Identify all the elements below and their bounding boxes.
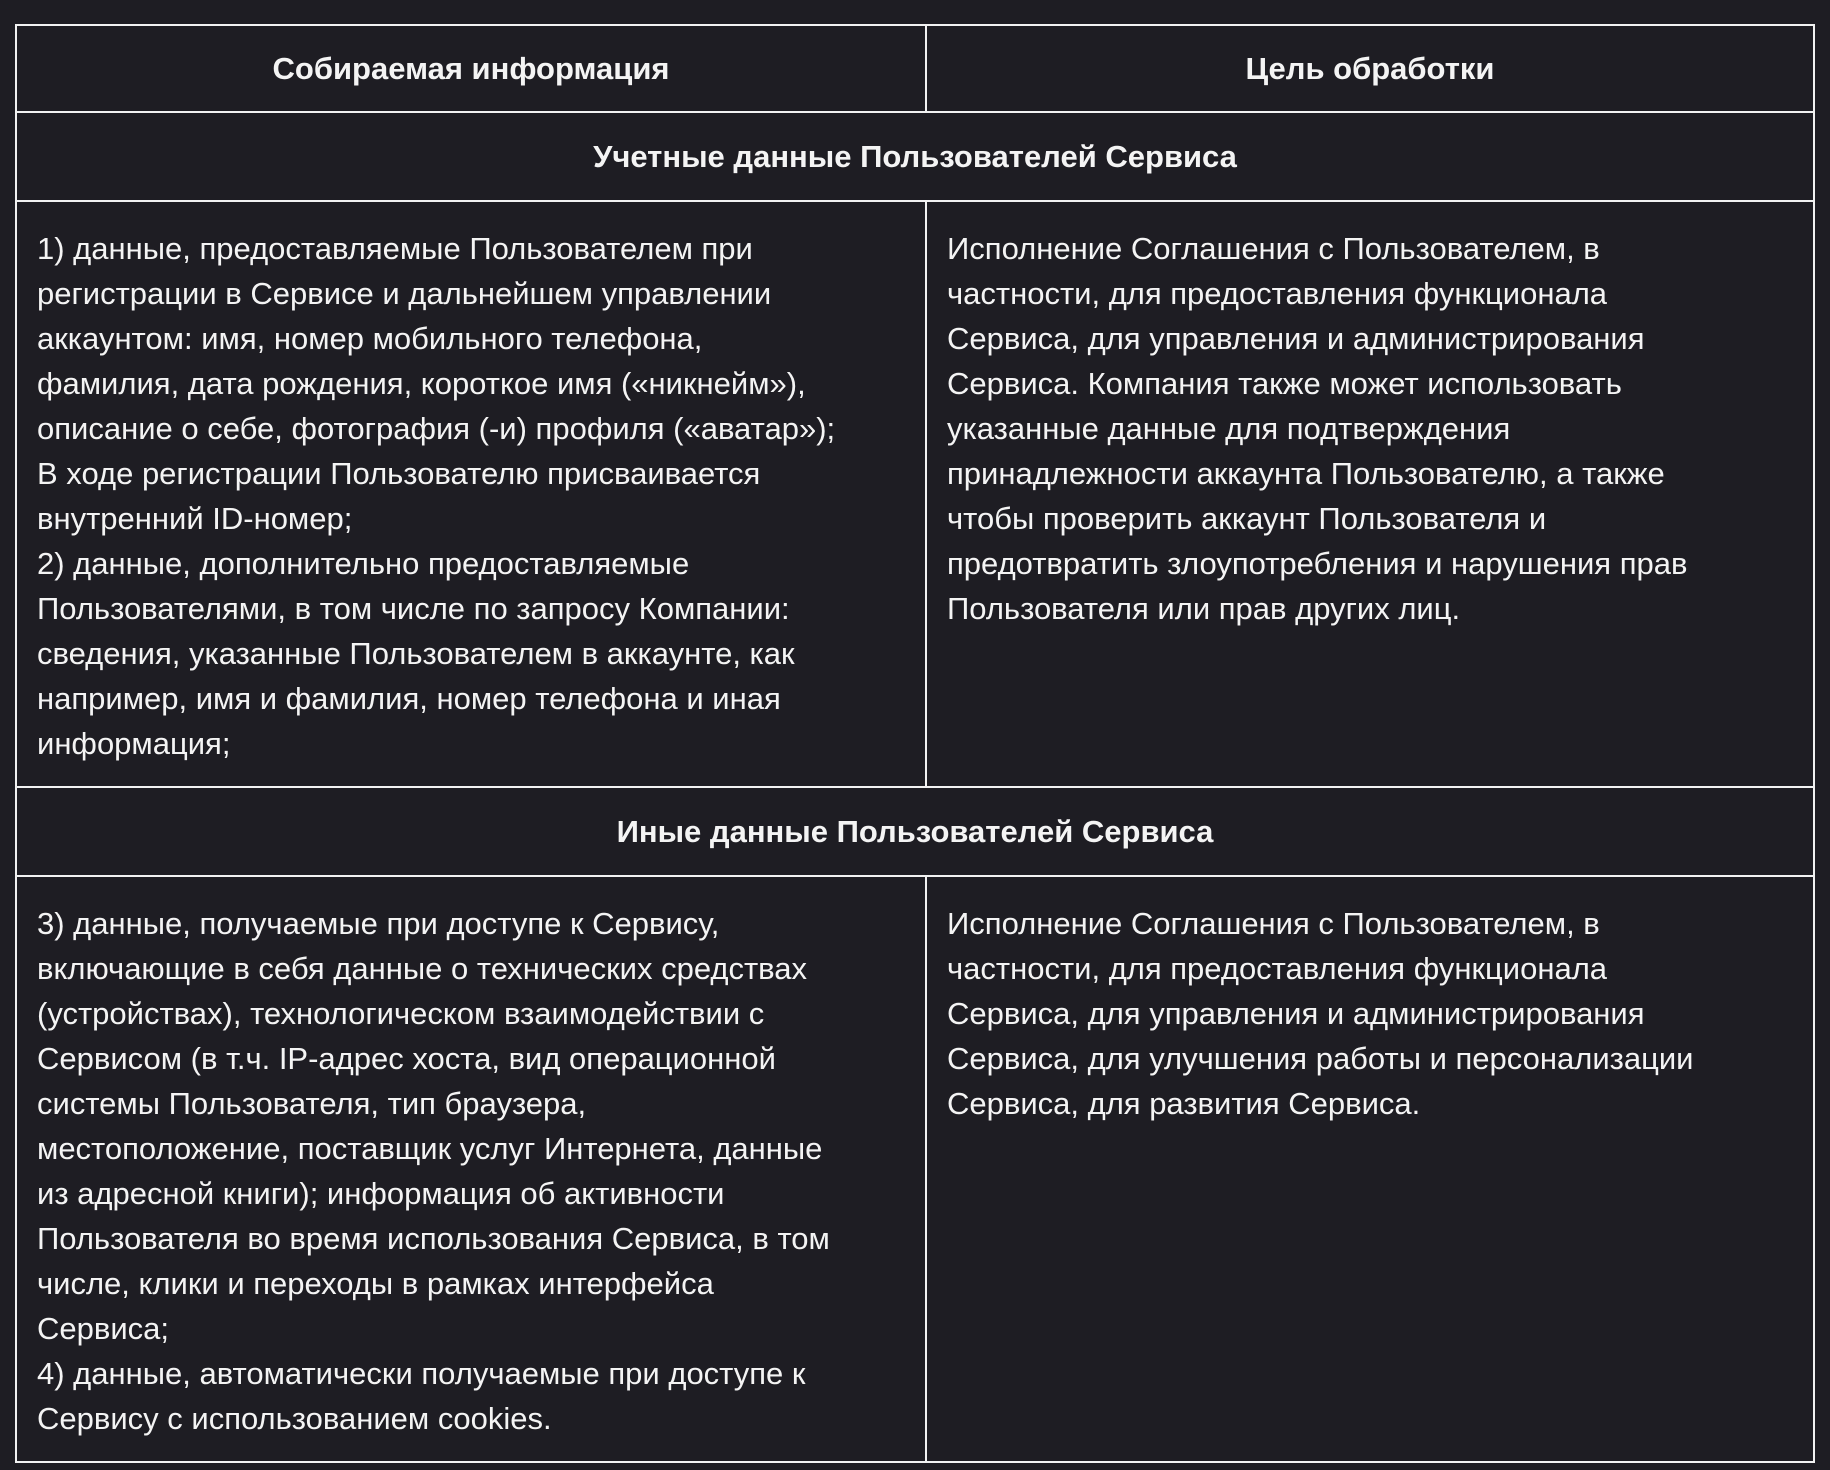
section-title: Учетные данные Пользователей Сервиса	[15, 111, 1815, 202]
text-line: Исполнение Соглашения с Пользователем, в	[947, 231, 1600, 266]
text-line: Исполнение Соглашения с Пользователем, в	[947, 906, 1600, 941]
text-line: чтобы проверить аккаунт Пользователя и	[947, 501, 1547, 536]
text-line: 4) данные, автоматически получаемые при …	[37, 1356, 806, 1391]
text-line: числе, клики и переходы в рамках интерфе…	[37, 1266, 714, 1301]
text-line: 2) данные, дополнительно предоставляемые	[37, 546, 690, 581]
text-line: Сервису с использованием cookies.	[37, 1401, 552, 1436]
text-line: например, имя и фамилия, номер телефона …	[37, 681, 781, 716]
text-line: местоположение, поставщик услуг Интернет…	[37, 1131, 823, 1166]
table-row: 1) данные, предоставляемые Пользователем…	[15, 200, 1815, 788]
collected-info-cell: 1) данные, предоставляемые Пользователем…	[15, 200, 927, 788]
text-line: Сервиса, для улучшения работы и персонал…	[947, 1041, 1694, 1076]
collected-info-cell: 3) данные, получаемые при доступе к Серв…	[15, 875, 927, 1463]
text-line: Сервиса, для развития Сервиса.	[947, 1086, 1421, 1121]
text-line: включающие в себя данные о технических с…	[37, 951, 808, 986]
text-line: информация;	[37, 726, 231, 761]
text-line: сведения, указанные Пользователем в акка…	[37, 636, 795, 671]
header-row: Собираемая информация Цель обработки	[15, 24, 1815, 113]
text-line: 1) данные, предоставляемые Пользователем…	[37, 231, 753, 266]
text-line: аккаунтом: имя, номер мобильного телефон…	[37, 321, 703, 356]
text-line: Пользователя или прав других лиц.	[947, 591, 1461, 626]
text-line: частности, для предоставления функционал…	[947, 276, 1608, 311]
text-line: (устройствах), технологическом взаимодей…	[37, 996, 765, 1031]
text-line: Сервиса;	[37, 1311, 170, 1346]
text-line: принадлежности аккаунта Пользователю, а …	[947, 456, 1665, 491]
text-line: Пользователя во время использования Серв…	[37, 1221, 830, 1256]
text-line: системы Пользователя, тип браузера,	[37, 1086, 587, 1121]
text-line: Сервиса. Компания также может использова…	[947, 366, 1622, 401]
text-line: В ходе регистрации Пользователю присваив…	[37, 456, 761, 491]
section-title-row: Иные данные Пользователей Сервиса	[15, 786, 1815, 877]
purpose-cell: Исполнение Соглашения с Пользователем, в…	[925, 200, 1815, 788]
data-processing-table: Собираемая информация Цель обработки Уче…	[15, 24, 1815, 1463]
text-line: Сервисом (в т.ч. IP-адрес хоста, вид опе…	[37, 1041, 776, 1076]
text-line: Сервиса, для управления и администрирова…	[947, 996, 1645, 1031]
text-line: Пользователями, в том числе по запросу К…	[37, 591, 790, 626]
header-processing-purpose: Цель обработки	[925, 24, 1815, 113]
text-line: частности, для предоставления функционал…	[947, 951, 1608, 986]
text-line: Сервиса, для управления и администрирова…	[947, 321, 1645, 356]
text-line: регистрации в Сервисе и дальнейшем управ…	[37, 276, 772, 311]
table-row: 3) данные, получаемые при доступе к Серв…	[15, 875, 1815, 1463]
text-line: фамилия, дата рождения, короткое имя («н…	[37, 366, 806, 401]
section-title: Иные данные Пользователей Сервиса	[15, 786, 1815, 877]
text-line: описание о себе, фотография (-и) профиля…	[37, 411, 836, 446]
header-collected-info: Собираемая информация	[15, 24, 927, 113]
text-line: указанные данные для подтверждения	[947, 411, 1511, 446]
text-line: предотвратить злоупотребления и нарушени…	[947, 546, 1688, 581]
text-line: 3) данные, получаемые при доступе к Серв…	[37, 906, 720, 941]
text-line: из адресной книги); информация об активн…	[37, 1176, 725, 1211]
text-line: внутренний ID-номер;	[37, 501, 353, 536]
purpose-cell: Исполнение Соглашения с Пользователем, в…	[925, 875, 1815, 1463]
section-title-row: Учетные данные Пользователей Сервиса	[15, 111, 1815, 202]
